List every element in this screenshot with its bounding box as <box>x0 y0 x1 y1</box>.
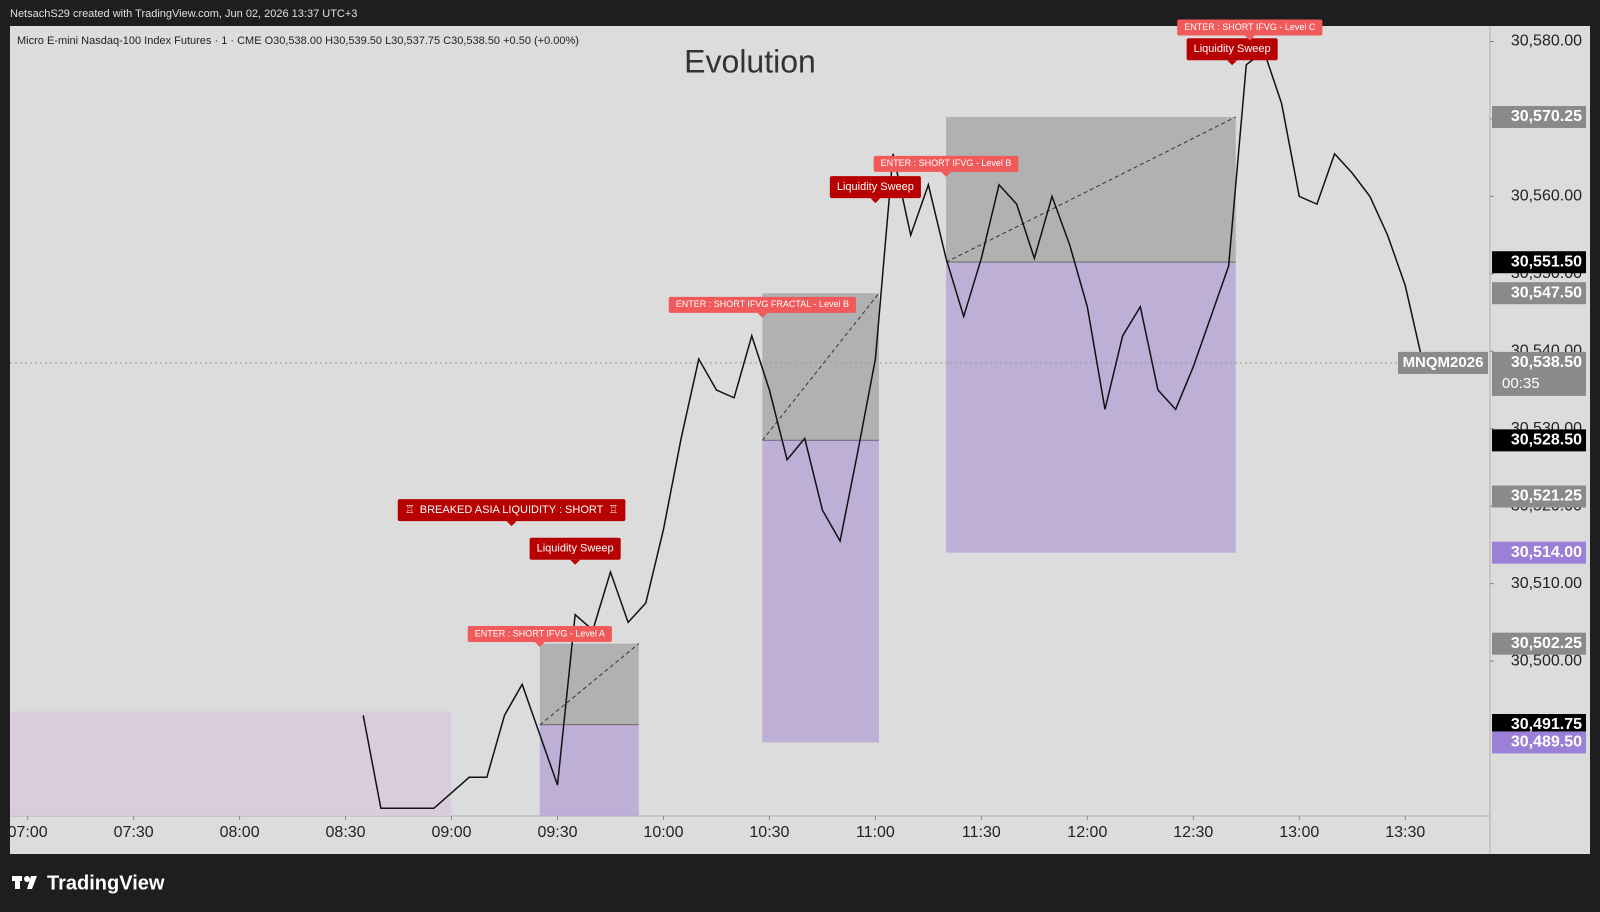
price-label-text: 30,502.25 <box>1511 635 1582 652</box>
price-label-text: 30,570.25 <box>1511 108 1582 125</box>
countdown: 00:35 <box>1502 375 1540 392</box>
y-tick-label: 30,500.00 <box>1511 652 1582 669</box>
x-tick-label: 11:30 <box>962 824 1001 841</box>
price-label-text: 30,521.25 <box>1511 488 1582 505</box>
annotation-text: ENTER : SHORT IFVG - Level A <box>475 628 605 638</box>
annotation: Liquidity Sweep <box>829 176 921 204</box>
legend-line: Micro E-mini Nasdaq-100 Index Futures · … <box>17 35 579 47</box>
zone <box>539 724 639 816</box>
zone <box>10 711 452 816</box>
annotation-pointer <box>1227 60 1238 66</box>
chart-title: Evolution <box>684 43 816 79</box>
annotation-text: ENTER : SHORT IFVG - Level B <box>881 158 1012 168</box>
price-label-text: 30,547.50 <box>1511 284 1582 301</box>
annotation: Liquidity Sweep <box>529 537 621 565</box>
logo-part <box>24 876 30 882</box>
price-label-text: 30,514.00 <box>1511 544 1582 561</box>
zone-diagonal <box>539 643 640 726</box>
annotation: ENTER : SHORT IFVG FRACTAL - Level B <box>668 296 856 318</box>
logo-part <box>15 876 20 889</box>
price-label <box>1492 632 1586 655</box>
annotation-pointer <box>534 641 545 647</box>
annotation-box <box>467 625 612 642</box>
annotation-text: Liquidity Sweep <box>837 181 914 193</box>
price-label <box>1492 731 1586 754</box>
y-tick-label: 30,560.00 <box>1511 188 1582 205</box>
price-label <box>1492 485 1586 508</box>
x-tick-label: 13:00 <box>1279 824 1319 841</box>
warning-icon: ♖ <box>405 504 415 516</box>
price-label <box>1492 429 1586 452</box>
zone-diagonal <box>945 116 1236 263</box>
annotation: ENTER : SHORT IFVG - Level A <box>467 625 612 647</box>
annotation-pointer <box>570 559 581 565</box>
annotation-box <box>529 537 621 560</box>
annotation-pointer <box>870 198 881 204</box>
annotation-text: ENTER : SHORT IFVG FRACTAL - Level B <box>676 299 849 309</box>
annotation-pointer <box>757 312 768 318</box>
annotation-text: BREAKED ASIA LIQUIDITY : SHORT <box>420 504 604 516</box>
x-tick-label: 08:30 <box>326 824 366 841</box>
annotation-text: Liquidity Sweep <box>1194 43 1271 55</box>
price-label-text: 30,489.50 <box>1511 734 1582 751</box>
price-label-text: 30,528.50 <box>1511 432 1582 449</box>
symbol-label: MNQM2026 <box>1403 354 1484 371</box>
price-label <box>1492 282 1586 305</box>
x-tick-label: 12:00 <box>1067 824 1107 841</box>
zone <box>946 262 1236 553</box>
price-line <box>362 49 1424 810</box>
warning-icon: ♖ <box>608 504 618 516</box>
y-tick-label: 30,580.00 <box>1511 33 1582 50</box>
logo <box>12 876 37 889</box>
annotation-box <box>873 155 1019 172</box>
price-label <box>1492 106 1586 129</box>
annotation-box <box>1186 38 1278 61</box>
y-tick-label: 30,510.00 <box>1511 575 1582 592</box>
annotation: BREAKED ASIA LIQUIDITY : SHORT ♖ ♖ <box>397 499 626 527</box>
credit: NetsachS29 created with TradingView.com,… <box>10 8 357 20</box>
annotation: ENTER : SHORT IFVG - Level C <box>1177 19 1323 41</box>
price-label <box>1492 541 1586 564</box>
annotation: Liquidity Sweep <box>1186 38 1278 66</box>
annotation-box <box>1177 19 1323 36</box>
brand: TradingView <box>47 872 165 894</box>
price-label <box>1492 713 1586 736</box>
x-tick-label: 07:00 <box>8 824 48 841</box>
symbol-box <box>1398 351 1488 374</box>
annotation-pointer <box>941 171 952 177</box>
price-label-text: 30,538.50 <box>1511 354 1582 371</box>
annotation-pointer <box>506 521 517 527</box>
annotation-box <box>668 296 856 313</box>
x-tick-label: 08:00 <box>220 824 260 841</box>
x-tick-label: 12:30 <box>1173 824 1213 841</box>
x-tick-label: 13:30 <box>1385 824 1425 841</box>
annotation-box <box>397 499 626 522</box>
x-tick-label: 11:00 <box>856 824 895 841</box>
price-label <box>1492 251 1586 274</box>
annotation: ENTER : SHORT IFVG - Level B <box>873 155 1019 177</box>
x-tick-label: 07:30 <box>114 824 154 841</box>
annotation-text: Liquidity Sweep <box>537 543 614 555</box>
x-tick-label: 09:30 <box>537 824 577 841</box>
x-tick-label: 09:00 <box>432 824 472 841</box>
zone-diagonal <box>761 292 880 441</box>
x-tick-label: 10:00 <box>643 824 683 841</box>
price-label <box>1492 351 1586 396</box>
zone <box>762 440 879 743</box>
logo-part <box>27 876 37 889</box>
x-tick-label: 10:30 <box>749 824 789 841</box>
price-label-text: 30,551.50 <box>1511 253 1582 270</box>
annotation-pointer <box>1244 35 1255 41</box>
price-label-text: 30,491.75 <box>1511 716 1582 733</box>
annotation-text: ENTER : SHORT IFVG - Level C <box>1184 22 1316 32</box>
annotation-box <box>829 176 921 199</box>
